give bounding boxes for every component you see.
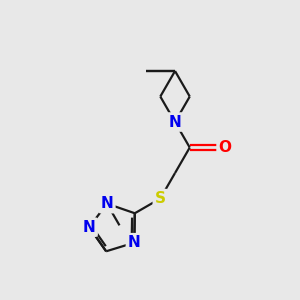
Text: N: N <box>100 196 113 211</box>
Text: N: N <box>128 235 141 250</box>
Text: N: N <box>83 220 96 235</box>
Text: N: N <box>169 115 182 130</box>
Text: S: S <box>155 191 166 206</box>
Text: O: O <box>219 140 232 155</box>
